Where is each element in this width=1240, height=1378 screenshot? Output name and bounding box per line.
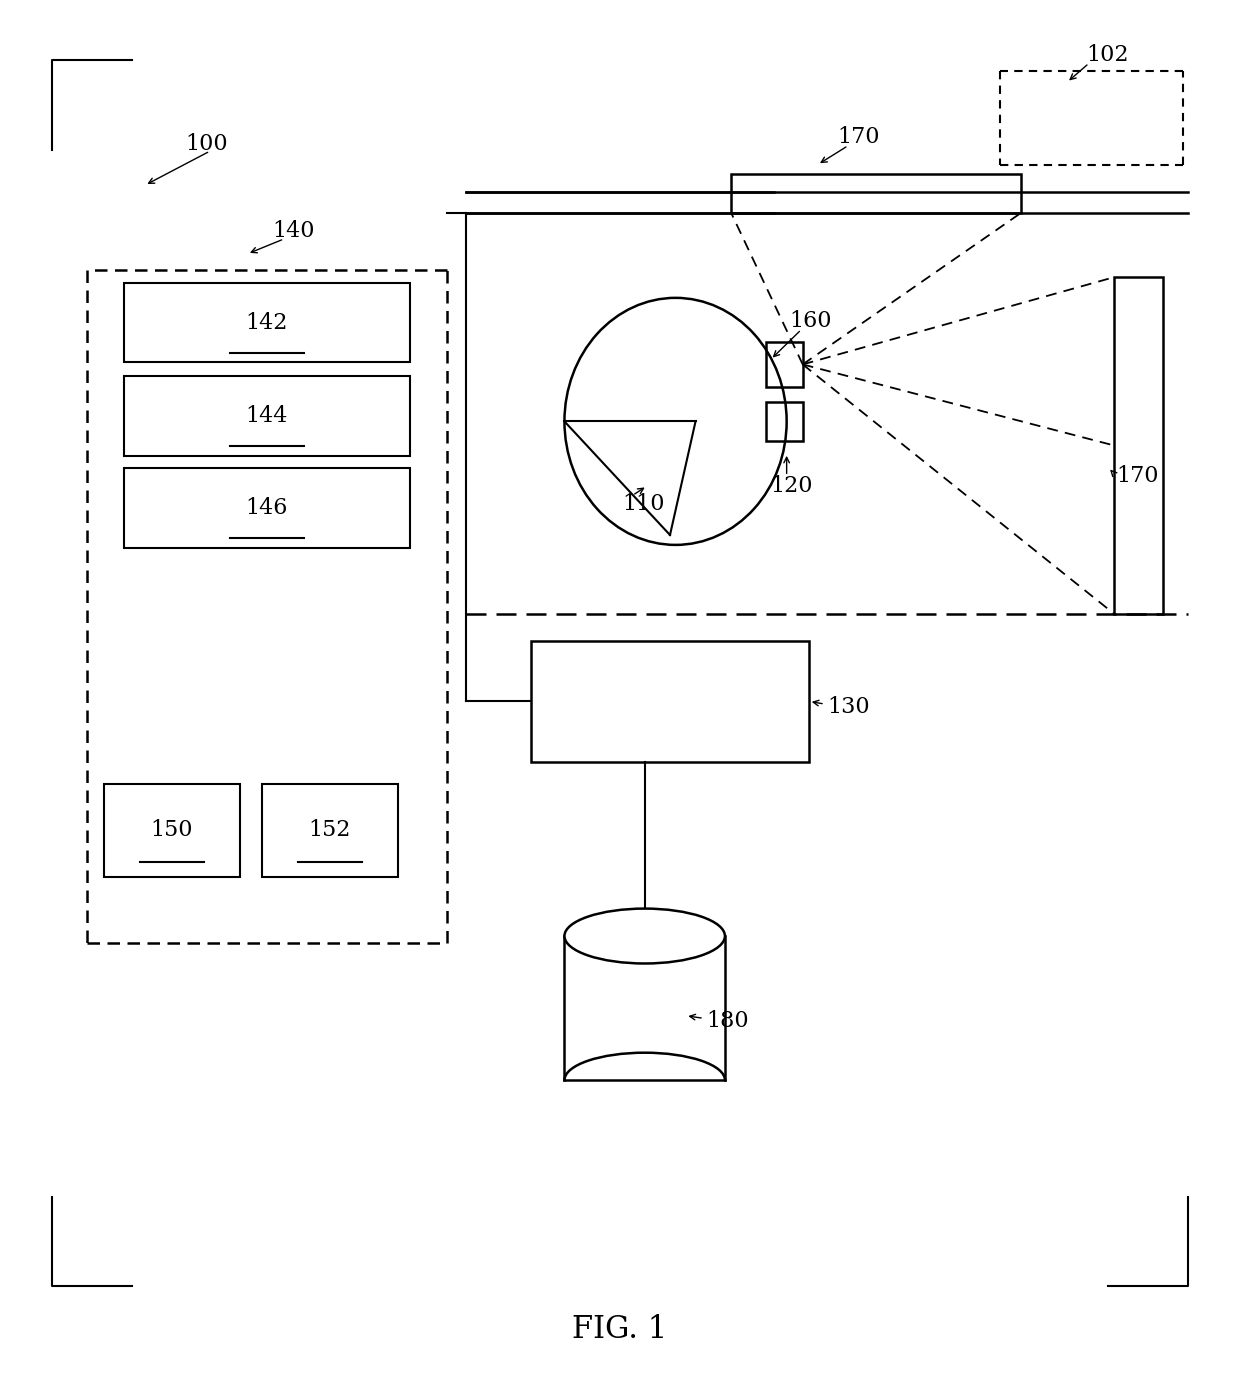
Text: 144: 144 bbox=[246, 405, 288, 427]
Text: 100: 100 bbox=[186, 134, 228, 156]
Text: 142: 142 bbox=[246, 311, 288, 333]
Text: FIG. 1: FIG. 1 bbox=[573, 1315, 667, 1345]
Text: 150: 150 bbox=[150, 820, 193, 842]
Text: 180: 180 bbox=[707, 1010, 749, 1032]
Text: 160: 160 bbox=[789, 310, 832, 332]
Ellipse shape bbox=[564, 908, 725, 963]
Text: 152: 152 bbox=[309, 820, 351, 842]
Text: 170: 170 bbox=[1116, 466, 1158, 488]
Text: 110: 110 bbox=[622, 493, 665, 515]
Text: 130: 130 bbox=[827, 696, 870, 718]
Text: 120: 120 bbox=[770, 475, 813, 497]
Text: 146: 146 bbox=[246, 497, 288, 520]
Text: 102: 102 bbox=[1086, 44, 1130, 66]
Text: 170: 170 bbox=[837, 127, 879, 149]
Text: 140: 140 bbox=[272, 219, 315, 241]
